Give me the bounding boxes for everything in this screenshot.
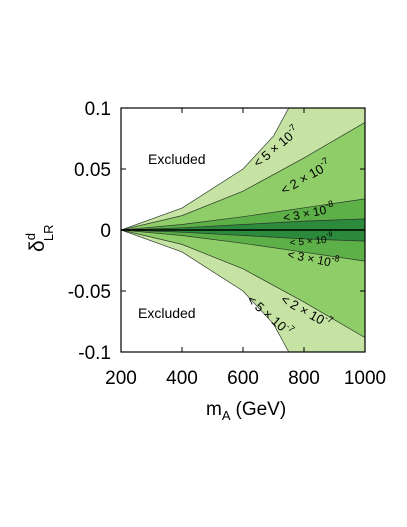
x-tick-label-4: 1000 (344, 368, 386, 389)
y-tick-label-1: 0.05 (74, 160, 111, 181)
y-tick-label-3: -0.05 (68, 282, 111, 303)
y-axis-label-main: δ (26, 240, 49, 252)
band-label-2-lower: <3 × 10-8 (286, 244, 340, 271)
x-axis-label-unit: (GeV) (236, 399, 287, 420)
y-axis-label-sub: LR (41, 224, 56, 241)
x-axis-label: mA (GeV) (206, 399, 286, 423)
y-axis-label: δd LR (23, 224, 56, 252)
x-tick-label-3: 800 (288, 368, 320, 389)
y-axis-label-sup: d (23, 233, 38, 240)
x-tick-label-0: 200 (105, 368, 137, 389)
x-axis-label-main: m (206, 399, 222, 420)
x-axis-label-sub: A (222, 408, 231, 423)
band-label-2-upper: <3 × 10-8 (281, 198, 335, 225)
x-tick-label-1: 400 (166, 368, 198, 389)
excluded-label-bottom: Excluded (138, 305, 196, 321)
x-tick-label-2: 600 (227, 368, 259, 389)
excluded-label-top: Excluded (148, 151, 206, 167)
y-tick-label-2: 0 (100, 221, 111, 242)
y-tick-label-0: 0.1 (85, 99, 111, 120)
tick-layer: 200 400 600 800 1000 0.1 0.05 0 -0.05 -0.1 (68, 99, 386, 389)
y-tick-label-4: -0.1 (78, 343, 111, 364)
band-label-3-upper: <5 × 10-9 (289, 231, 333, 249)
